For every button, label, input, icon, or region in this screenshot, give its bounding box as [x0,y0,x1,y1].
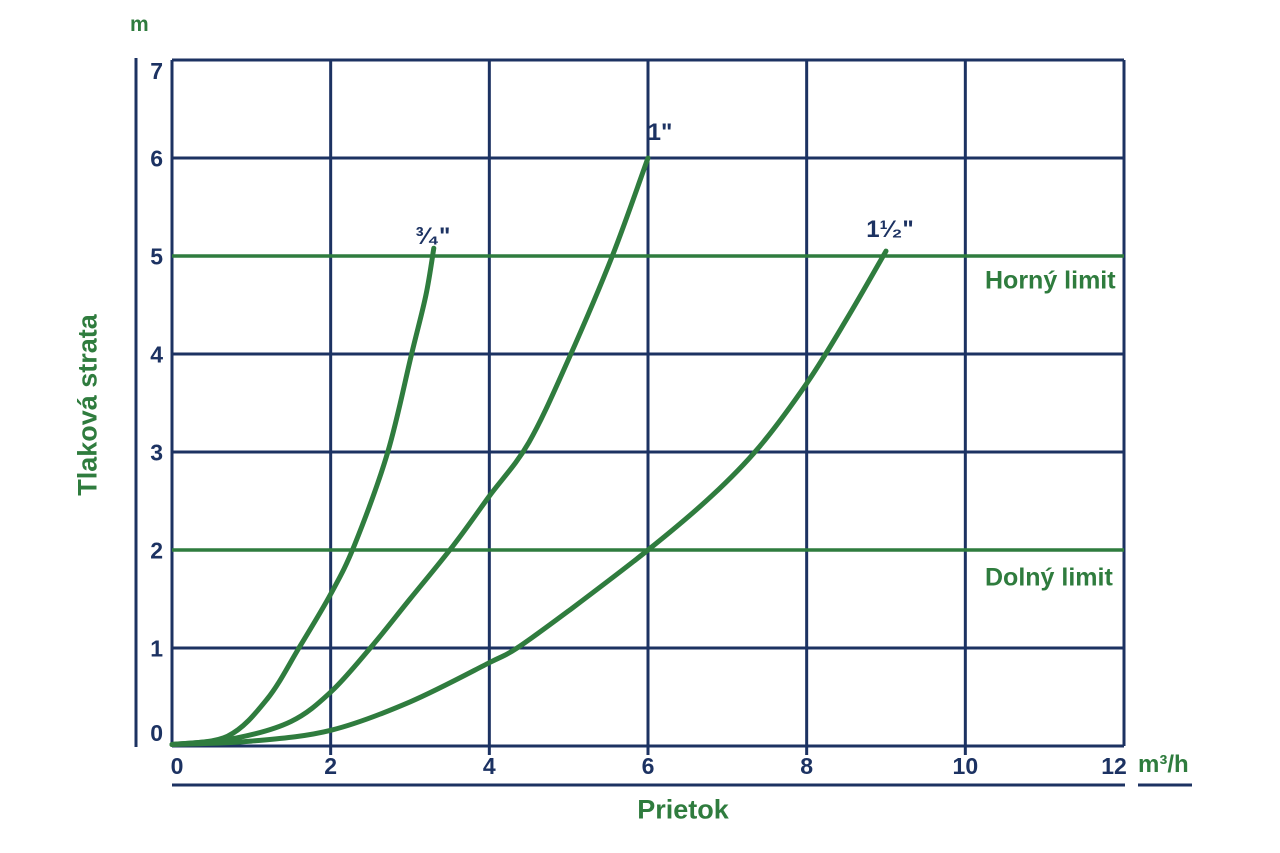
x-tick-label: 12 [1101,753,1127,779]
x-tick-label: 6 [642,753,655,779]
x-axis-title: Prietok [637,794,729,825]
curve-label-3-4-inch: ³⁄₄" [415,223,451,250]
y-axis-title: Tlaková strata [72,314,103,496]
curve-label-1-1-2-inch: 1¹⁄₂" [866,216,914,243]
x-tick-label: 8 [800,753,813,779]
x-axis-unit: m³/h [1138,751,1189,778]
x-tick-label: 4 [483,753,496,779]
x-tick-label: 2 [324,753,337,779]
curve-label-1-inch: 1" [647,119,673,146]
y-tick-label: 4 [150,342,163,368]
lower-limit-label: Dolný limit [985,563,1113,592]
curve-1-inch [169,155,651,747]
y-tick-label: 1 [150,636,163,662]
y-tick-label: 6 [150,146,163,172]
upper-limit-label: Horný limit [985,266,1116,295]
y-tick-label: 7 [150,58,163,84]
y-tick-label: 2 [150,538,163,564]
y-tick-label: 3 [150,440,163,466]
y-axis-unit: m [130,13,149,36]
curve-3-4-inch [169,245,437,747]
y-tick-label: 0 [150,720,163,746]
x-tick-label: 0 [171,753,184,779]
x-tick-label: 10 [953,753,979,779]
curve-1-1-2-inch [169,248,889,747]
y-tick-label: 5 [150,244,163,270]
